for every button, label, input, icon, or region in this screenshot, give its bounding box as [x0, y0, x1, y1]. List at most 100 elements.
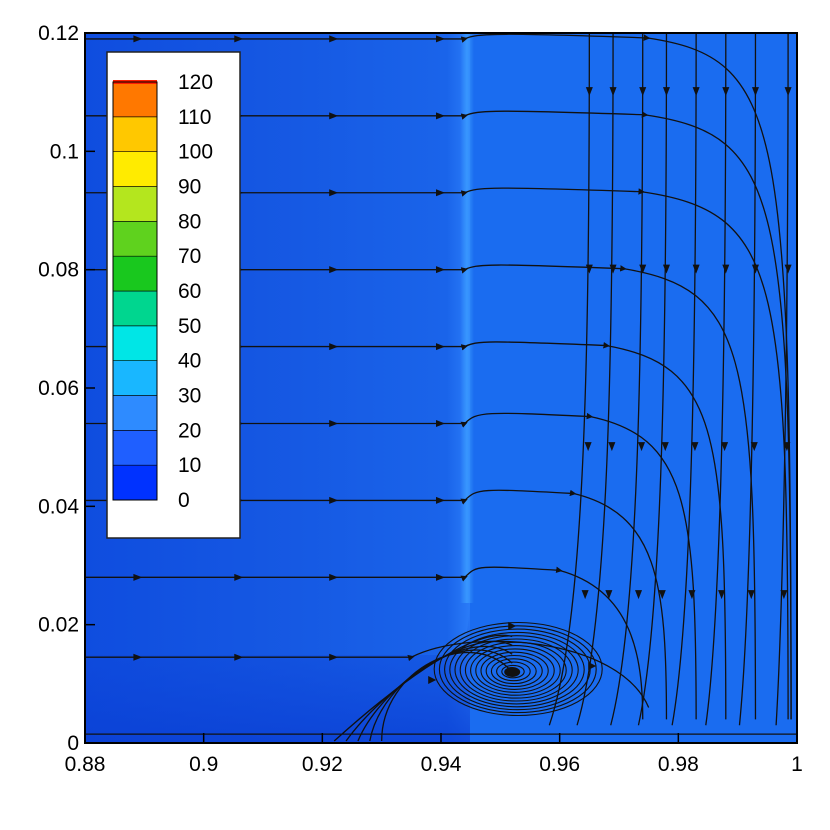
colorbar-label: 100	[178, 141, 213, 164]
colorbar-swatch	[112, 255, 158, 292]
vortex-loop	[449, 631, 585, 708]
streamline-arrow	[780, 590, 788, 600]
colorbar-label: 60	[178, 280, 201, 303]
legend-swatches	[112, 80, 158, 501]
streamline	[85, 341, 727, 720]
streamline-arrow	[638, 442, 646, 452]
vortex-loop	[470, 645, 561, 696]
streamline-arrow	[691, 442, 699, 452]
streamline-arrow	[609, 87, 617, 97]
streamline-arrow	[784, 264, 792, 274]
vortex-loop	[444, 628, 591, 711]
streamline-arrow	[436, 189, 445, 197]
colorbar-legend: 0 10 20 30 40 50 60 70 80 90 100 110 120	[106, 51, 241, 539]
vortex-spiral	[428, 621, 603, 717]
streamline-arrow	[508, 622, 517, 630]
streamline-arrow	[658, 590, 666, 600]
streamline-arrow	[436, 496, 445, 504]
colorbar-swatch	[112, 395, 158, 431]
x-tick-label: 0.96	[539, 753, 580, 776]
streamline-arrow	[585, 87, 593, 97]
streamline-arrow	[747, 590, 755, 600]
streamline-arrow	[329, 343, 339, 351]
x-tick-label: 0.92	[302, 753, 343, 776]
streamline-arrow	[329, 35, 339, 43]
x-tick-label: 0.94	[421, 753, 462, 776]
colorbar-frame	[112, 81, 158, 501]
vortex-loop	[501, 664, 525, 679]
streamline-arrow	[661, 442, 669, 452]
streamline	[705, 33, 727, 726]
vortex-core	[504, 667, 521, 677]
y-tick-label: 0.1	[50, 140, 79, 163]
streamline	[381, 652, 513, 742]
streamline-arrow	[436, 573, 445, 581]
streamline-arrow	[783, 442, 791, 452]
streamline-arrow	[234, 35, 244, 43]
streamline-arrow	[133, 35, 143, 43]
streamline	[85, 33, 792, 720]
streamline	[738, 33, 757, 726]
colorbar-swatch	[112, 151, 158, 187]
field-ridge	[460, 33, 474, 603]
y-tick-label: 0.08	[38, 259, 79, 282]
colorbar-label: 10	[178, 454, 201, 477]
streamline	[85, 412, 697, 720]
vortex-loop	[490, 658, 537, 685]
vortex-loop	[480, 651, 549, 690]
colorbar-label: 90	[178, 176, 201, 199]
streamline-arrow	[585, 264, 593, 274]
vortex-loop	[433, 621, 603, 717]
y-tick-label: 0.12	[38, 22, 79, 45]
streamline	[671, 33, 697, 726]
streamline-arrow	[329, 189, 339, 197]
streamline	[369, 649, 513, 742]
streamline-arrow	[428, 676, 437, 684]
streamline-arrow	[751, 264, 759, 274]
x-tick-label: 0.88	[65, 753, 106, 776]
streamline	[576, 33, 614, 726]
colorbar-label: 110	[178, 106, 211, 129]
streamline-arrow	[436, 343, 445, 351]
streamline-arrow	[635, 590, 643, 600]
streamline-arrow	[608, 442, 616, 452]
x-tick-label: 1	[791, 753, 803, 776]
streamline-arrow	[133, 653, 143, 661]
streamline-arrow	[692, 87, 700, 97]
x-tick-label: 0.9	[189, 753, 218, 776]
streamline-arrow	[692, 264, 700, 274]
streamline-arrow	[721, 442, 729, 452]
vortex-loop	[454, 635, 579, 705]
colorbar-label: 30	[178, 385, 201, 408]
streamline-arrow	[718, 590, 726, 600]
streamline-arrow	[688, 590, 696, 600]
colorbar-swatch	[112, 360, 158, 396]
streamline-arrow	[722, 264, 730, 274]
streamline-arrow	[329, 653, 339, 661]
streamline-arrow	[639, 87, 647, 97]
streamline-arrow	[234, 573, 244, 581]
vortex-loop	[459, 638, 573, 702]
y-tick-label: 0.04	[38, 495, 79, 518]
streamline-arrow	[662, 87, 670, 97]
colorbar-swatch	[112, 464, 158, 501]
streamline-arrow	[329, 112, 339, 120]
colorbar-swatch	[112, 221, 158, 257]
colorbar-label: 70	[178, 245, 201, 268]
streamline-arrow	[436, 35, 445, 43]
streamline-arrow	[329, 573, 339, 581]
colorbar-swatch	[112, 290, 158, 327]
colorbar-label: 20	[178, 419, 201, 442]
y-tick-label: 0.02	[38, 614, 79, 637]
vortex-loop	[438, 625, 597, 714]
streamline	[85, 110, 792, 720]
streamline-arrow	[605, 590, 613, 600]
streamline-arrow	[133, 573, 143, 581]
streamline-arrow	[722, 87, 730, 97]
colorbar-label: 0	[178, 489, 190, 512]
y-tick-label: 0	[67, 732, 79, 755]
streamline	[637, 33, 668, 726]
vortex-loop	[485, 654, 543, 688]
colorbar-label: 50	[178, 315, 201, 338]
